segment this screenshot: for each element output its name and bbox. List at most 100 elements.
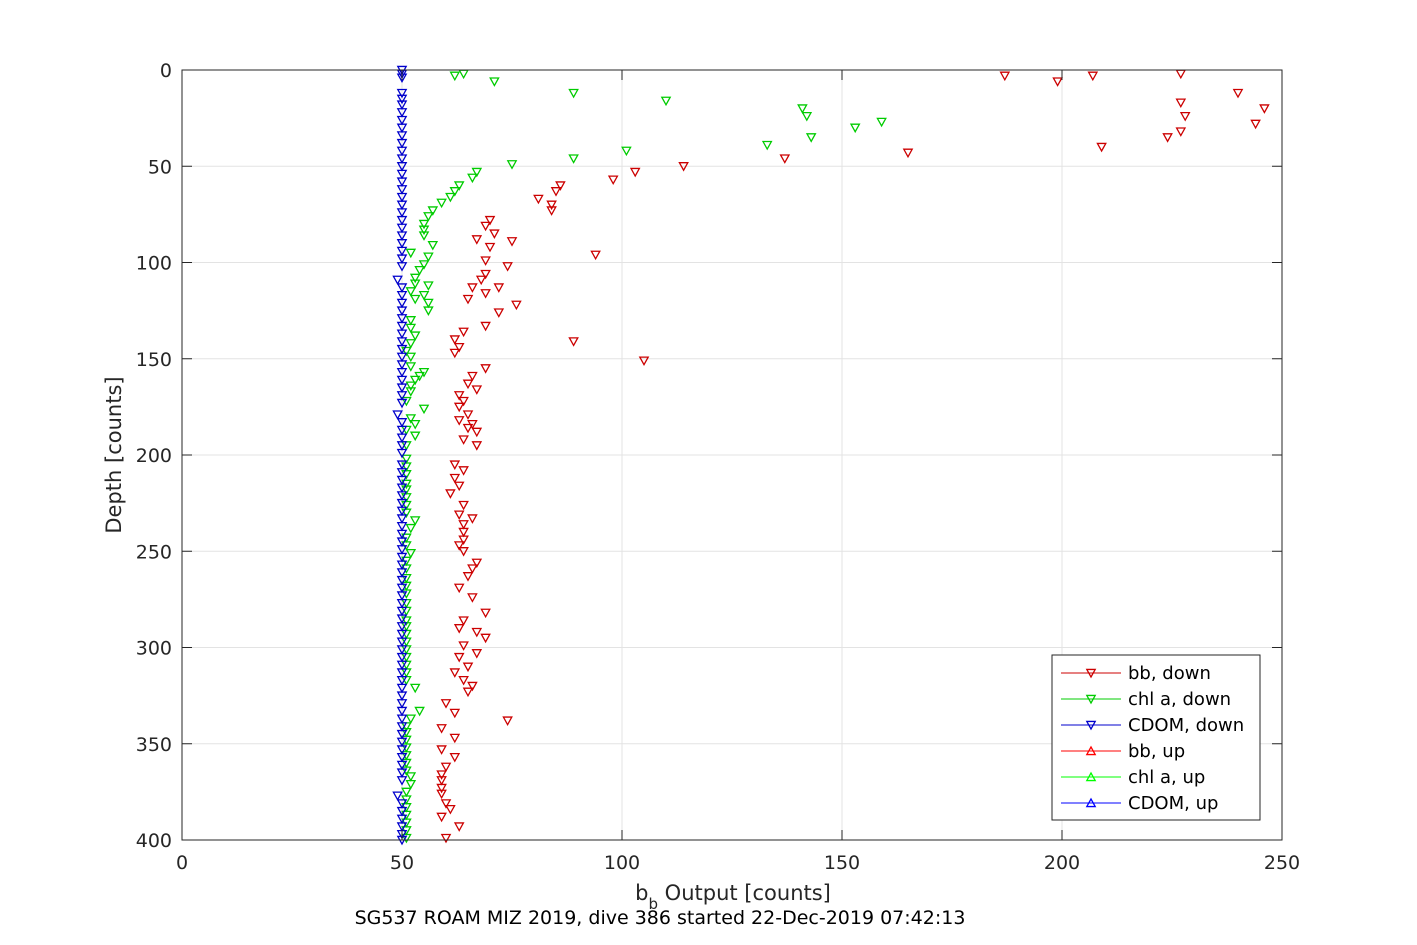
data-point: [396, 691, 408, 701]
data-point: [396, 745, 408, 755]
data-point: [401, 787, 412, 798]
data-point: [453, 652, 465, 663]
data-point: [458, 327, 469, 338]
data-point: [467, 564, 478, 574]
legend-entry: CDOM, up: [1061, 793, 1218, 814]
data-point: [533, 194, 544, 205]
data-point: [568, 337, 579, 347]
data-point: [396, 491, 408, 501]
data-point: [423, 306, 434, 316]
data-point: [396, 131, 408, 141]
data-point: [405, 316, 417, 326]
data-point: [484, 242, 496, 253]
x-tick-label: 250: [1264, 852, 1300, 874]
data-point: [396, 575, 408, 586]
legend-label: chl a, up: [1128, 767, 1205, 788]
data-point: [493, 308, 505, 318]
data-point: [462, 687, 474, 698]
data-point: [506, 160, 518, 170]
data-point: [458, 396, 469, 407]
data-point: [396, 660, 408, 671]
data-point: [396, 760, 408, 771]
y-tick-label: 350: [136, 734, 172, 756]
data-point: [436, 776, 447, 786]
data-point: [471, 167, 483, 178]
y-tick-label: 250: [136, 541, 172, 563]
data-point: [453, 541, 465, 551]
data-point: [502, 262, 513, 272]
data-point: [405, 339, 417, 349]
legend-label: bb, up: [1128, 741, 1185, 762]
data-point: [396, 506, 408, 517]
data-point: [453, 624, 465, 634]
data-point: [401, 589, 412, 599]
legend-marker: [1085, 720, 1097, 731]
data-point: [480, 608, 491, 619]
data-point: [405, 414, 417, 424]
data-point: [480, 364, 491, 374]
data-point: [1096, 142, 1107, 153]
data-point: [453, 481, 465, 492]
data-point: [396, 321, 408, 332]
data-point: [480, 269, 491, 280]
data-point: [396, 146, 408, 157]
data-point: [462, 662, 474, 673]
legend-marker: [1085, 797, 1097, 808]
data-point: [458, 676, 469, 686]
x-axis-label-rest: Output [counts]: [658, 881, 831, 905]
data-marks: [392, 65, 1270, 846]
data-point: [467, 371, 478, 382]
data-point: [396, 360, 408, 370]
data-point: [440, 762, 452, 773]
data-point: [1250, 119, 1261, 130]
data-point: [401, 833, 412, 844]
data-point: [401, 743, 412, 753]
legend-box: [1051, 654, 1261, 821]
data-point: [418, 219, 430, 230]
y-tick-label: 400: [136, 830, 172, 852]
data-point: [396, 88, 408, 99]
data-point: [445, 804, 456, 815]
data-point: [405, 523, 417, 534]
y-tick-label: 300: [136, 638, 172, 660]
data-point: [1052, 77, 1063, 87]
data-point: [396, 552, 408, 563]
data-point: [638, 356, 650, 367]
legend-marker: [1085, 771, 1097, 782]
data-point: [590, 250, 601, 261]
data-point: [480, 633, 491, 644]
data-point: [445, 192, 456, 203]
data-point: [396, 262, 408, 272]
data-point: [458, 466, 469, 476]
data-point: [396, 215, 408, 226]
data-point: [396, 753, 408, 763]
data-point: [678, 162, 689, 172]
data-point: [436, 198, 447, 209]
data-point: [396, 200, 408, 211]
data-point: [462, 410, 474, 420]
data-point: [396, 391, 408, 401]
legend-label: bb, down: [1128, 663, 1211, 684]
data-point: [401, 500, 412, 511]
data-point: [396, 314, 408, 324]
data-point: [449, 708, 461, 719]
data-point: [401, 470, 412, 480]
data-point: [396, 246, 408, 257]
data-point: [440, 699, 452, 709]
data-point: [467, 681, 478, 692]
data-point: [449, 71, 461, 82]
data-point: [396, 652, 408, 663]
data-point: [401, 396, 412, 407]
data-point: [396, 706, 408, 717]
data-point: [405, 323, 417, 334]
data-point: [621, 146, 632, 157]
data-point: [396, 169, 408, 180]
y-axis-label: Depth [counts]: [102, 376, 126, 533]
data-point: [418, 404, 430, 415]
data-point: [405, 381, 417, 392]
data-point: [418, 231, 430, 241]
data-point: [396, 108, 408, 118]
data-point: [396, 398, 408, 409]
data-point: [449, 668, 461, 678]
data-point: [396, 298, 408, 309]
